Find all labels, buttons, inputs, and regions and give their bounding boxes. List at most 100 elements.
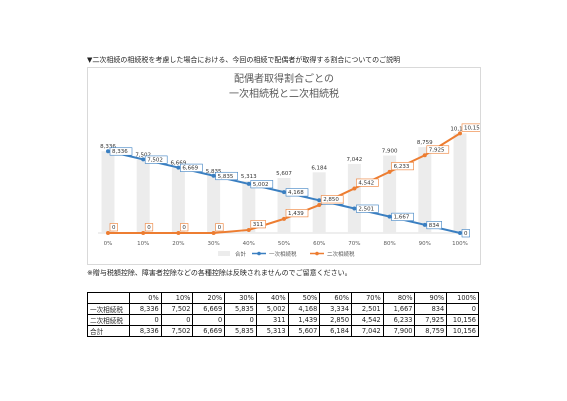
table-row-label: 一次相続税 <box>87 303 130 315</box>
first-tax-point <box>352 206 357 211</box>
table-cell: 0 <box>160 314 194 326</box>
x-tick-label: 40% <box>243 241 255 247</box>
x-tick-label: 0% <box>104 241 113 247</box>
table-header-cell: 100% <box>446 292 479 304</box>
second-tax-label: 311 <box>253 222 263 228</box>
second-tax-point <box>176 231 181 235</box>
table-header-cell: 30% <box>224 292 257 304</box>
table-cell: 10,156 <box>446 314 479 326</box>
first-tax-label: 5,002 <box>253 182 269 188</box>
table-cell: 8,759 <box>414 325 448 337</box>
second-tax-label-box <box>250 220 266 229</box>
table-cell: 5,835 <box>224 303 257 315</box>
bar-total <box>347 163 361 233</box>
x-tick-label: 30% <box>207 241 219 247</box>
legend-label: 一次相続税 <box>269 250 297 258</box>
second-tax-label: 7,925 <box>429 147 445 153</box>
second-tax-label-box <box>356 178 379 187</box>
table-cell: 5,313 <box>255 325 289 337</box>
table-cell: 7,900 <box>382 325 416 337</box>
second-tax-label-box <box>320 195 344 204</box>
x-tick-label: 90% <box>419 241 431 247</box>
x-tick-label: 100% <box>452 241 468 247</box>
first-tax-label: 0 <box>464 231 468 237</box>
bar-total <box>207 175 221 233</box>
first-tax-point <box>176 165 181 170</box>
x-tick-label: 10% <box>137 241 149 247</box>
second-tax-point <box>282 216 286 221</box>
second-tax-point <box>317 203 322 208</box>
first-tax-label: 5,835 <box>218 174 234 180</box>
table-cell: 0 <box>446 303 479 315</box>
first-tax-label-box <box>391 212 414 221</box>
second-tax-label-box <box>109 223 118 232</box>
first-tax-label-box <box>426 221 442 230</box>
first-tax-label-box <box>109 147 133 156</box>
table-header-cell: 10% <box>160 292 194 304</box>
chart-container: 配偶者取得割合ごとの 一次相続税と二次相続税 8,336 7,502 6,669 5,83… <box>87 67 481 265</box>
second-tax-label: 0 <box>147 225 151 231</box>
bar-total-label: 6,184 <box>311 165 327 171</box>
table-cell: 6,669 <box>192 303 226 315</box>
table-cell: 7,502 <box>160 325 194 337</box>
bar-total-label: 6,669 <box>171 161 187 167</box>
table-cell: 6,184 <box>319 325 353 337</box>
first-tax-label-box <box>180 163 203 172</box>
bar-total-label: 7,502 <box>135 152 151 158</box>
table-cell: 5,835 <box>224 325 257 337</box>
first-tax-label: 6,669 <box>182 166 198 172</box>
table-row: 一次相続税 8,336 7,502 6,669 5,835 5,002 4,168 3,334… <box>87 303 479 315</box>
table-header-corner <box>87 292 130 304</box>
legend-label: 合計 <box>235 250 247 258</box>
first-tax-label-box <box>215 171 238 181</box>
legend-swatch-marker <box>315 251 319 256</box>
second-tax-point <box>352 186 357 191</box>
bar-total <box>312 172 326 233</box>
bar-total <box>101 151 115 233</box>
second-tax-point <box>211 231 216 235</box>
table-cell: 834 <box>414 303 448 315</box>
first-tax-label-box <box>250 180 274 189</box>
table-cell: 7,502 <box>160 303 194 315</box>
table-header-cell: 50% <box>287 292 321 304</box>
first-tax-point <box>106 149 110 154</box>
table-cell: 0 <box>224 314 257 326</box>
first-tax-label-box <box>285 188 309 197</box>
x-tick-label: 50% <box>278 241 290 247</box>
first-tax-label: 7,502 <box>147 157 163 163</box>
page-heading: ▼二次相続の相続税を考慮した場合における、今回の相続で配偶者が取得する割合につい… <box>87 56 401 64</box>
first-tax-point <box>141 157 146 162</box>
table-row-label: 合計 <box>87 325 130 337</box>
second-tax-label: 10,156 <box>464 125 480 131</box>
table-cell: 7,925 <box>414 314 448 326</box>
bar-total <box>136 159 150 233</box>
table-header-cell: 20% <box>192 292 226 304</box>
first-tax-point <box>387 214 392 219</box>
first-tax-label-box <box>144 155 168 164</box>
table-cell: 1,667 <box>382 303 416 315</box>
table-row: 合計 8,336 7,502 6,669 5,835 5,313 5,607 6,184 7,0… <box>87 325 479 337</box>
second-tax-label-box <box>180 223 189 232</box>
bar-total <box>242 180 256 233</box>
table-cell: 5,002 <box>255 303 289 315</box>
chart-title-line: 配偶者取得割合ごとの <box>234 72 334 85</box>
legend-swatch-marker <box>257 251 261 256</box>
table-cell: 1,439 <box>287 314 321 326</box>
bar-total-label: 5,835 <box>206 169 222 175</box>
second-tax-label-box <box>285 209 309 218</box>
second-tax-label-box <box>426 145 450 154</box>
table-header-row: 0% 10% 20% 30% 40% 50% 60% 70% 80% 90% 100% <box>87 292 479 304</box>
bar-total-label: 5,607 <box>276 171 292 177</box>
first-tax-point <box>422 222 427 227</box>
second-tax-point <box>422 153 427 158</box>
table-cell: 8,336 <box>129 303 162 315</box>
second-tax-point <box>387 169 392 174</box>
table-cell: 2,501 <box>351 303 384 315</box>
second-tax-label-box <box>391 162 414 171</box>
table-cell: 3,334 <box>319 303 353 315</box>
second-tax-label: 2,850 <box>323 197 339 203</box>
table-cell: 6,233 <box>382 314 416 326</box>
table-header-cell: 90% <box>414 292 448 304</box>
table-cell: 0 <box>192 314 226 326</box>
